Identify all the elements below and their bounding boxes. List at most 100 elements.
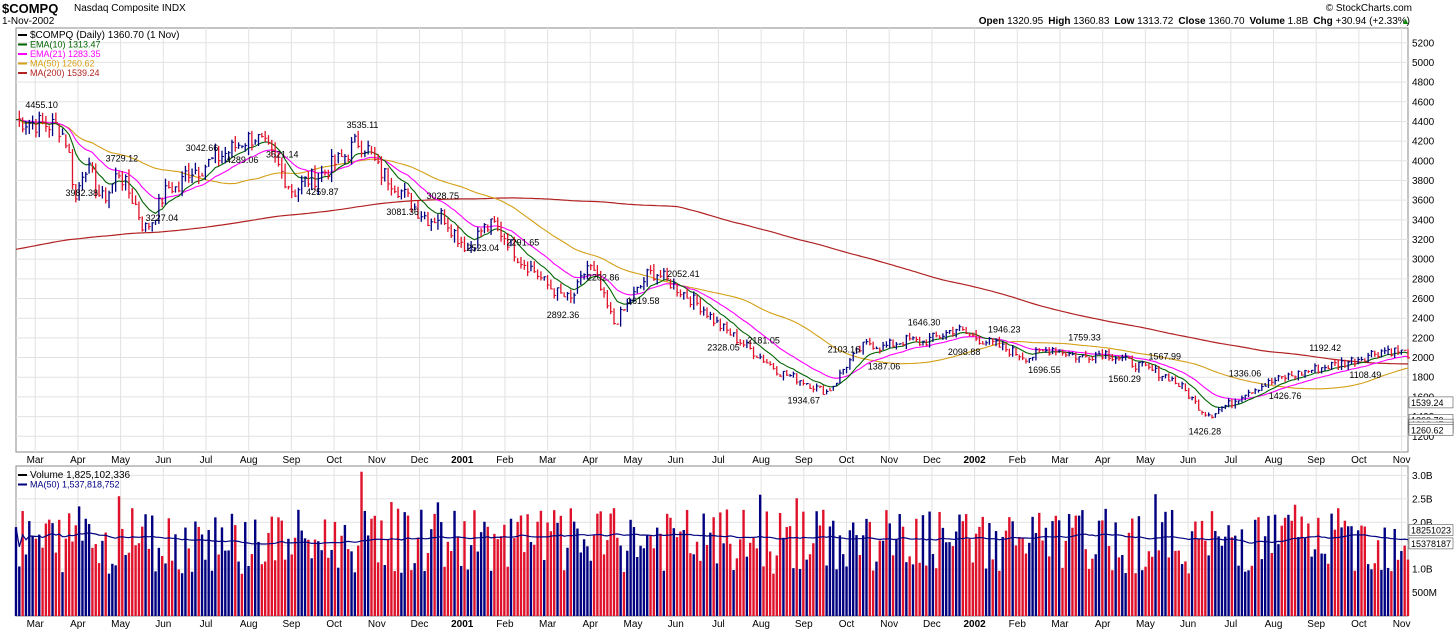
volume-bar (1021, 537, 1024, 616)
volume-bar (197, 526, 200, 616)
ma200-line (15, 197, 1409, 365)
volume-bar (247, 565, 250, 616)
volume-bar (1373, 563, 1376, 616)
volume-bar (1363, 526, 1367, 616)
volume-bar (885, 510, 888, 616)
x-tick-label-volume: Aug (240, 619, 258, 630)
volume-bar (765, 511, 769, 616)
volume-bar (905, 562, 908, 616)
volume-bar (1057, 520, 1061, 616)
volume-bar (104, 532, 107, 616)
price-annotation: 4455.10 (25, 100, 58, 110)
price-annotation: 1192.42 (1309, 343, 1341, 353)
x-tick-label-volume: May (111, 619, 130, 630)
chart-date: 1-Nov-2002 (2, 16, 55, 27)
x-tick-label: Feb (1009, 455, 1027, 466)
volume-bar (562, 570, 566, 616)
volume-bar (1004, 530, 1008, 616)
copyright-label[interactable]: © StockCharts.com (1325, 3, 1412, 14)
x-tick-label-volume: Jul (712, 619, 725, 630)
volume-bar (151, 515, 154, 616)
volume-bar (536, 521, 539, 616)
volume-bar (719, 512, 722, 616)
volume-bar (516, 521, 519, 616)
price-tick-label: 2400 (1412, 314, 1435, 325)
volume-bar (1340, 527, 1343, 616)
volume-bar (1263, 536, 1267, 616)
volume-bar (729, 543, 732, 616)
volume-bar (420, 509, 423, 616)
volume-bar (1343, 520, 1347, 616)
volume-bar (1386, 567, 1390, 616)
ohlc-value-4: 1.8B (1284, 16, 1309, 27)
volume-bar (297, 509, 300, 616)
volume-bar (519, 515, 523, 616)
volume-bar (1184, 561, 1187, 616)
volume-bar (383, 565, 386, 616)
volume-bar (77, 506, 81, 616)
volume-bar (1104, 508, 1107, 616)
volume-bar (1380, 569, 1383, 616)
volume-bar (44, 523, 48, 616)
volume-bar (898, 514, 901, 616)
volume-bar (74, 525, 77, 616)
volume-bar (1150, 556, 1154, 616)
volume-bar (300, 530, 303, 616)
volume-bar (450, 551, 453, 616)
volume-bar (599, 511, 602, 616)
volume-bar (808, 554, 812, 616)
volume-bar (127, 552, 131, 616)
volume-bar (87, 524, 91, 616)
volume-bar (1038, 512, 1041, 616)
volume-bar (586, 546, 589, 616)
price-tick-label: 1200 (1412, 432, 1435, 443)
volume-legend-text-1: MA(50) 1,537,818,752 (30, 480, 120, 490)
tag-volume-box (1408, 524, 1454, 536)
volume-bar (596, 513, 599, 616)
price-annotation: 3227.04 (146, 213, 179, 223)
price-annotation: 4259.87 (306, 187, 339, 197)
volume-bar (672, 528, 675, 616)
x-tick-label: Oct (1351, 455, 1367, 466)
x-tick-label-volume: Sep (283, 619, 301, 630)
price-annotation: 3729.12 (106, 154, 139, 164)
volume-bar (154, 571, 157, 616)
volume-bar (1190, 531, 1194, 616)
price-annotation: 1646.30 (908, 318, 941, 328)
volume-bar (778, 512, 782, 616)
volume-bar (1210, 511, 1214, 616)
volume-bar (832, 520, 835, 616)
volume-bar (1031, 516, 1034, 616)
x-tick-label-volume: 2001 (451, 619, 474, 630)
volume-bar (788, 526, 792, 616)
x-tick-label-volume: Jun (155, 619, 171, 630)
volume-bar (240, 573, 244, 616)
volume-bar (24, 554, 28, 616)
volume-bar (220, 527, 224, 616)
volume-bar (1008, 517, 1011, 616)
volume-bar (725, 509, 729, 616)
volume-bar (1250, 565, 1254, 616)
volume-bar (187, 548, 190, 616)
ohlc-value-5: +30.94 (+2.33%) (1332, 16, 1410, 27)
price-annotation: 1426.28 (1189, 426, 1222, 436)
volume-bar (496, 539, 499, 616)
volume-bar (94, 544, 97, 616)
volume-bar (1403, 545, 1406, 616)
volume-bar (1320, 553, 1323, 616)
volume-bar (320, 550, 323, 616)
volume-bar (739, 539, 742, 616)
volume-bar (1267, 515, 1270, 616)
volume-bar (1111, 570, 1114, 616)
volume-bar (579, 552, 582, 616)
volume-bar (117, 496, 121, 616)
x-tick-label: Mar (1051, 455, 1069, 466)
price-annotation: 3081.36 (386, 207, 419, 217)
volume-bar (67, 513, 71, 616)
volume-bar (1253, 519, 1257, 616)
volume-bar (802, 511, 805, 616)
volume-bar (1353, 570, 1357, 616)
volume-bar (257, 541, 260, 616)
volume-bar (1127, 532, 1131, 616)
